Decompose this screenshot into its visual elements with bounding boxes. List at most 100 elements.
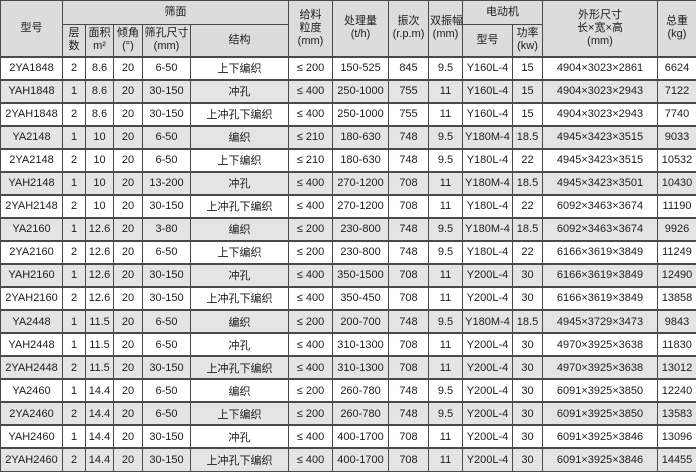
- cell-structure: 上下编织: [190, 239, 289, 265]
- col-header-model: 型号: [0, 0, 63, 57]
- cell-area: 12.6: [85, 285, 114, 311]
- cell-area: 10: [85, 193, 114, 219]
- cell-angle: 20: [113, 216, 143, 242]
- header-line: 功率: [516, 27, 539, 40]
- cell-layers: 2: [62, 55, 86, 81]
- cell-layers: 1: [62, 332, 86, 357]
- cell-feed-size: ≤ 400: [288, 101, 333, 127]
- cell-dimensions: 6166×3619×3849: [542, 285, 658, 311]
- cell-weight: 11190: [657, 193, 696, 219]
- cell-mesh-size: 30-150: [142, 447, 191, 472]
- cell-model: YAH2160: [0, 262, 63, 288]
- cell-model: YAH1848: [0, 78, 63, 104]
- header-line: (kw): [517, 40, 538, 53]
- cell-capacity: 180-630: [332, 124, 389, 150]
- cell-amplitude: 11: [428, 170, 463, 196]
- cell-feed-size: ≤ 400: [288, 262, 333, 288]
- cell-model: YA2148: [0, 124, 63, 150]
- cell-capacity: 270-1200: [332, 193, 389, 219]
- cell-area: 12.6: [85, 216, 114, 242]
- cell-area: 8.6: [85, 55, 114, 81]
- cell-structure: 上下编织: [190, 147, 289, 173]
- cell-feed-size: ≤ 400: [288, 355, 333, 380]
- table-header: 型号 筛面 给料 粒度 (mm) 处理量 (t/h) 振次 (r.p.m) 双振…: [0, 0, 696, 57]
- cell-frequency: 708: [388, 262, 429, 288]
- cell-feed-size: ≤ 200: [288, 309, 333, 334]
- cell-capacity: 310-1300: [332, 332, 389, 357]
- table-row: 2YA1848 2 8.6 20 6-50 上下编织 ≤ 200 150-525 845 9.5 Y…: [0, 55, 696, 81]
- cell-motor-power: 22: [512, 147, 543, 173]
- cell-model: 2YAH2160: [0, 285, 63, 311]
- cell-area: 14.4: [85, 378, 114, 403]
- cell-capacity: 310-1300: [332, 355, 389, 380]
- cell-capacity: 400-1700: [332, 447, 389, 472]
- cell-structure: 上冲孔下编织: [190, 285, 289, 311]
- cell-amplitude: 11: [428, 332, 463, 357]
- cell-mesh-size: 30-150: [142, 101, 191, 127]
- header-line: 数: [68, 40, 80, 53]
- header-row-subcolumns: 层 数 面积 m² 倾角 (°) 筛孔尺寸 (mm) 结构 型号 功率 (kw): [1, 24, 696, 57]
- cell-motor-model: Y180M-4: [462, 170, 513, 196]
- cell-frequency: 748: [388, 216, 429, 242]
- col-header-dimensions: 外形尺寸 长×宽×高 (mm): [542, 0, 658, 57]
- cell-motor-model: Y200L-4: [462, 424, 513, 449]
- cell-angle: 20: [113, 170, 143, 196]
- cell-dimensions: 4970×3925×3638: [542, 355, 658, 380]
- cell-amplitude: 9.5: [428, 239, 463, 265]
- cell-mesh-size: 6-50: [142, 55, 191, 81]
- cell-layers: 2: [62, 401, 86, 426]
- cell-mesh-size: 6-50: [142, 147, 191, 173]
- cell-layers: 1: [62, 216, 86, 242]
- cell-angle: 20: [113, 285, 143, 311]
- cell-amplitude: 9.5: [428, 401, 463, 426]
- cell-layers: 1: [62, 124, 86, 150]
- cell-structure: 上冲孔下编织: [190, 193, 289, 219]
- cell-layers: 1: [62, 309, 86, 334]
- header-line: m²: [93, 40, 106, 53]
- cell-frequency: 748: [388, 147, 429, 173]
- cell-model: YA2460: [0, 378, 63, 403]
- cell-dimensions: 4945×3729×3473: [542, 309, 658, 334]
- cell-model: YAH2460: [0, 424, 63, 449]
- cell-structure: 冲孔: [190, 332, 289, 357]
- table-row: 2YA2460 2 14.4 20 6-50 上下编织 ≤ 200 260-780 748 9.5…: [0, 401, 696, 426]
- cell-structure: 冲孔: [190, 170, 289, 196]
- cell-mesh-size: 30-150: [142, 285, 191, 311]
- cell-mesh-size: 30-150: [142, 262, 191, 288]
- cell-structure: 上下编织: [190, 55, 289, 81]
- header-line: (r.p.m): [392, 28, 425, 41]
- cell-dimensions: 6166×3619×3849: [542, 262, 658, 288]
- cell-weight: 14455: [657, 447, 696, 472]
- cell-mesh-size: 30-150: [142, 355, 191, 380]
- cell-dimensions: 6091×3925×3846: [542, 424, 658, 449]
- cell-layers: 2: [62, 101, 86, 127]
- cell-motor-power: 30: [512, 332, 543, 357]
- cell-angle: 20: [113, 378, 143, 403]
- cell-frequency: 708: [388, 424, 429, 449]
- cell-dimensions: 4945×3423×3501: [542, 170, 658, 196]
- cell-motor-model: Y200L-4: [462, 332, 513, 357]
- cell-area: 12.6: [85, 239, 114, 265]
- cell-motor-power: 30: [512, 401, 543, 426]
- cell-structure: 编织: [190, 378, 289, 403]
- cell-area: 14.4: [85, 401, 114, 426]
- cell-frequency: 845: [388, 55, 429, 81]
- col-header-mesh-size: 筛孔尺寸 (mm): [142, 24, 191, 57]
- cell-mesh-size: 6-50: [142, 401, 191, 426]
- cell-mesh-size: 6-50: [142, 124, 191, 150]
- cell-motor-power: 30: [512, 378, 543, 403]
- cell-feed-size: ≤ 400: [288, 447, 333, 472]
- cell-frequency: 708: [388, 355, 429, 380]
- col-header-area: 面积 m²: [85, 24, 114, 57]
- cell-frequency: 708: [388, 170, 429, 196]
- header-line: 长×宽×高: [577, 21, 623, 34]
- col-header-capacity: 处理量 (t/h): [332, 0, 389, 57]
- cell-model: 2YA2160: [0, 239, 63, 265]
- cell-angle: 20: [113, 193, 143, 219]
- cell-feed-size: ≤ 210: [288, 124, 333, 150]
- cell-amplitude: 9.5: [428, 147, 463, 173]
- cell-motor-model: Y180L-4: [462, 147, 513, 173]
- cell-angle: 20: [113, 262, 143, 288]
- cell-feed-size: ≤ 200: [288, 401, 333, 426]
